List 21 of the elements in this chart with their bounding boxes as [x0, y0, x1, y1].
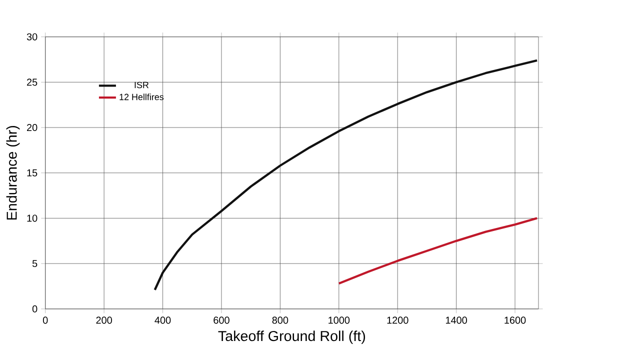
- y-axis-title: Endurance (hr): [6, 126, 20, 220]
- x-tick-label: 1200: [387, 316, 408, 324]
- y-tick-label: 25: [27, 78, 38, 86]
- y-tick-label: 30: [26, 33, 38, 40]
- x-tick-label: 1600: [504, 316, 526, 324]
- y-tick-label: 10: [27, 214, 38, 222]
- y-tick-label: 0: [32, 305, 38, 312]
- x-axis-title: Takeoff Ground Roll (ft): [218, 330, 366, 344]
- legend-label: ISR: [134, 82, 149, 88]
- x-tick-label: 0: [42, 316, 48, 324]
- x-tick-label: 400: [154, 316, 171, 324]
- x-tick-label: 1000: [328, 316, 350, 324]
- x-tick-label: 1400: [446, 316, 467, 324]
- y-tick-label: 20: [27, 124, 38, 131]
- line-series: [338, 217, 538, 285]
- y-tick-label: 5: [32, 260, 38, 267]
- x-tick-label: 800: [272, 316, 288, 324]
- y-tick-label: 15: [27, 169, 38, 176]
- x-tick-label: 600: [214, 316, 230, 324]
- legend-label: 12 Hellfires: [120, 93, 164, 100]
- x-tick-label: 200: [96, 316, 112, 324]
